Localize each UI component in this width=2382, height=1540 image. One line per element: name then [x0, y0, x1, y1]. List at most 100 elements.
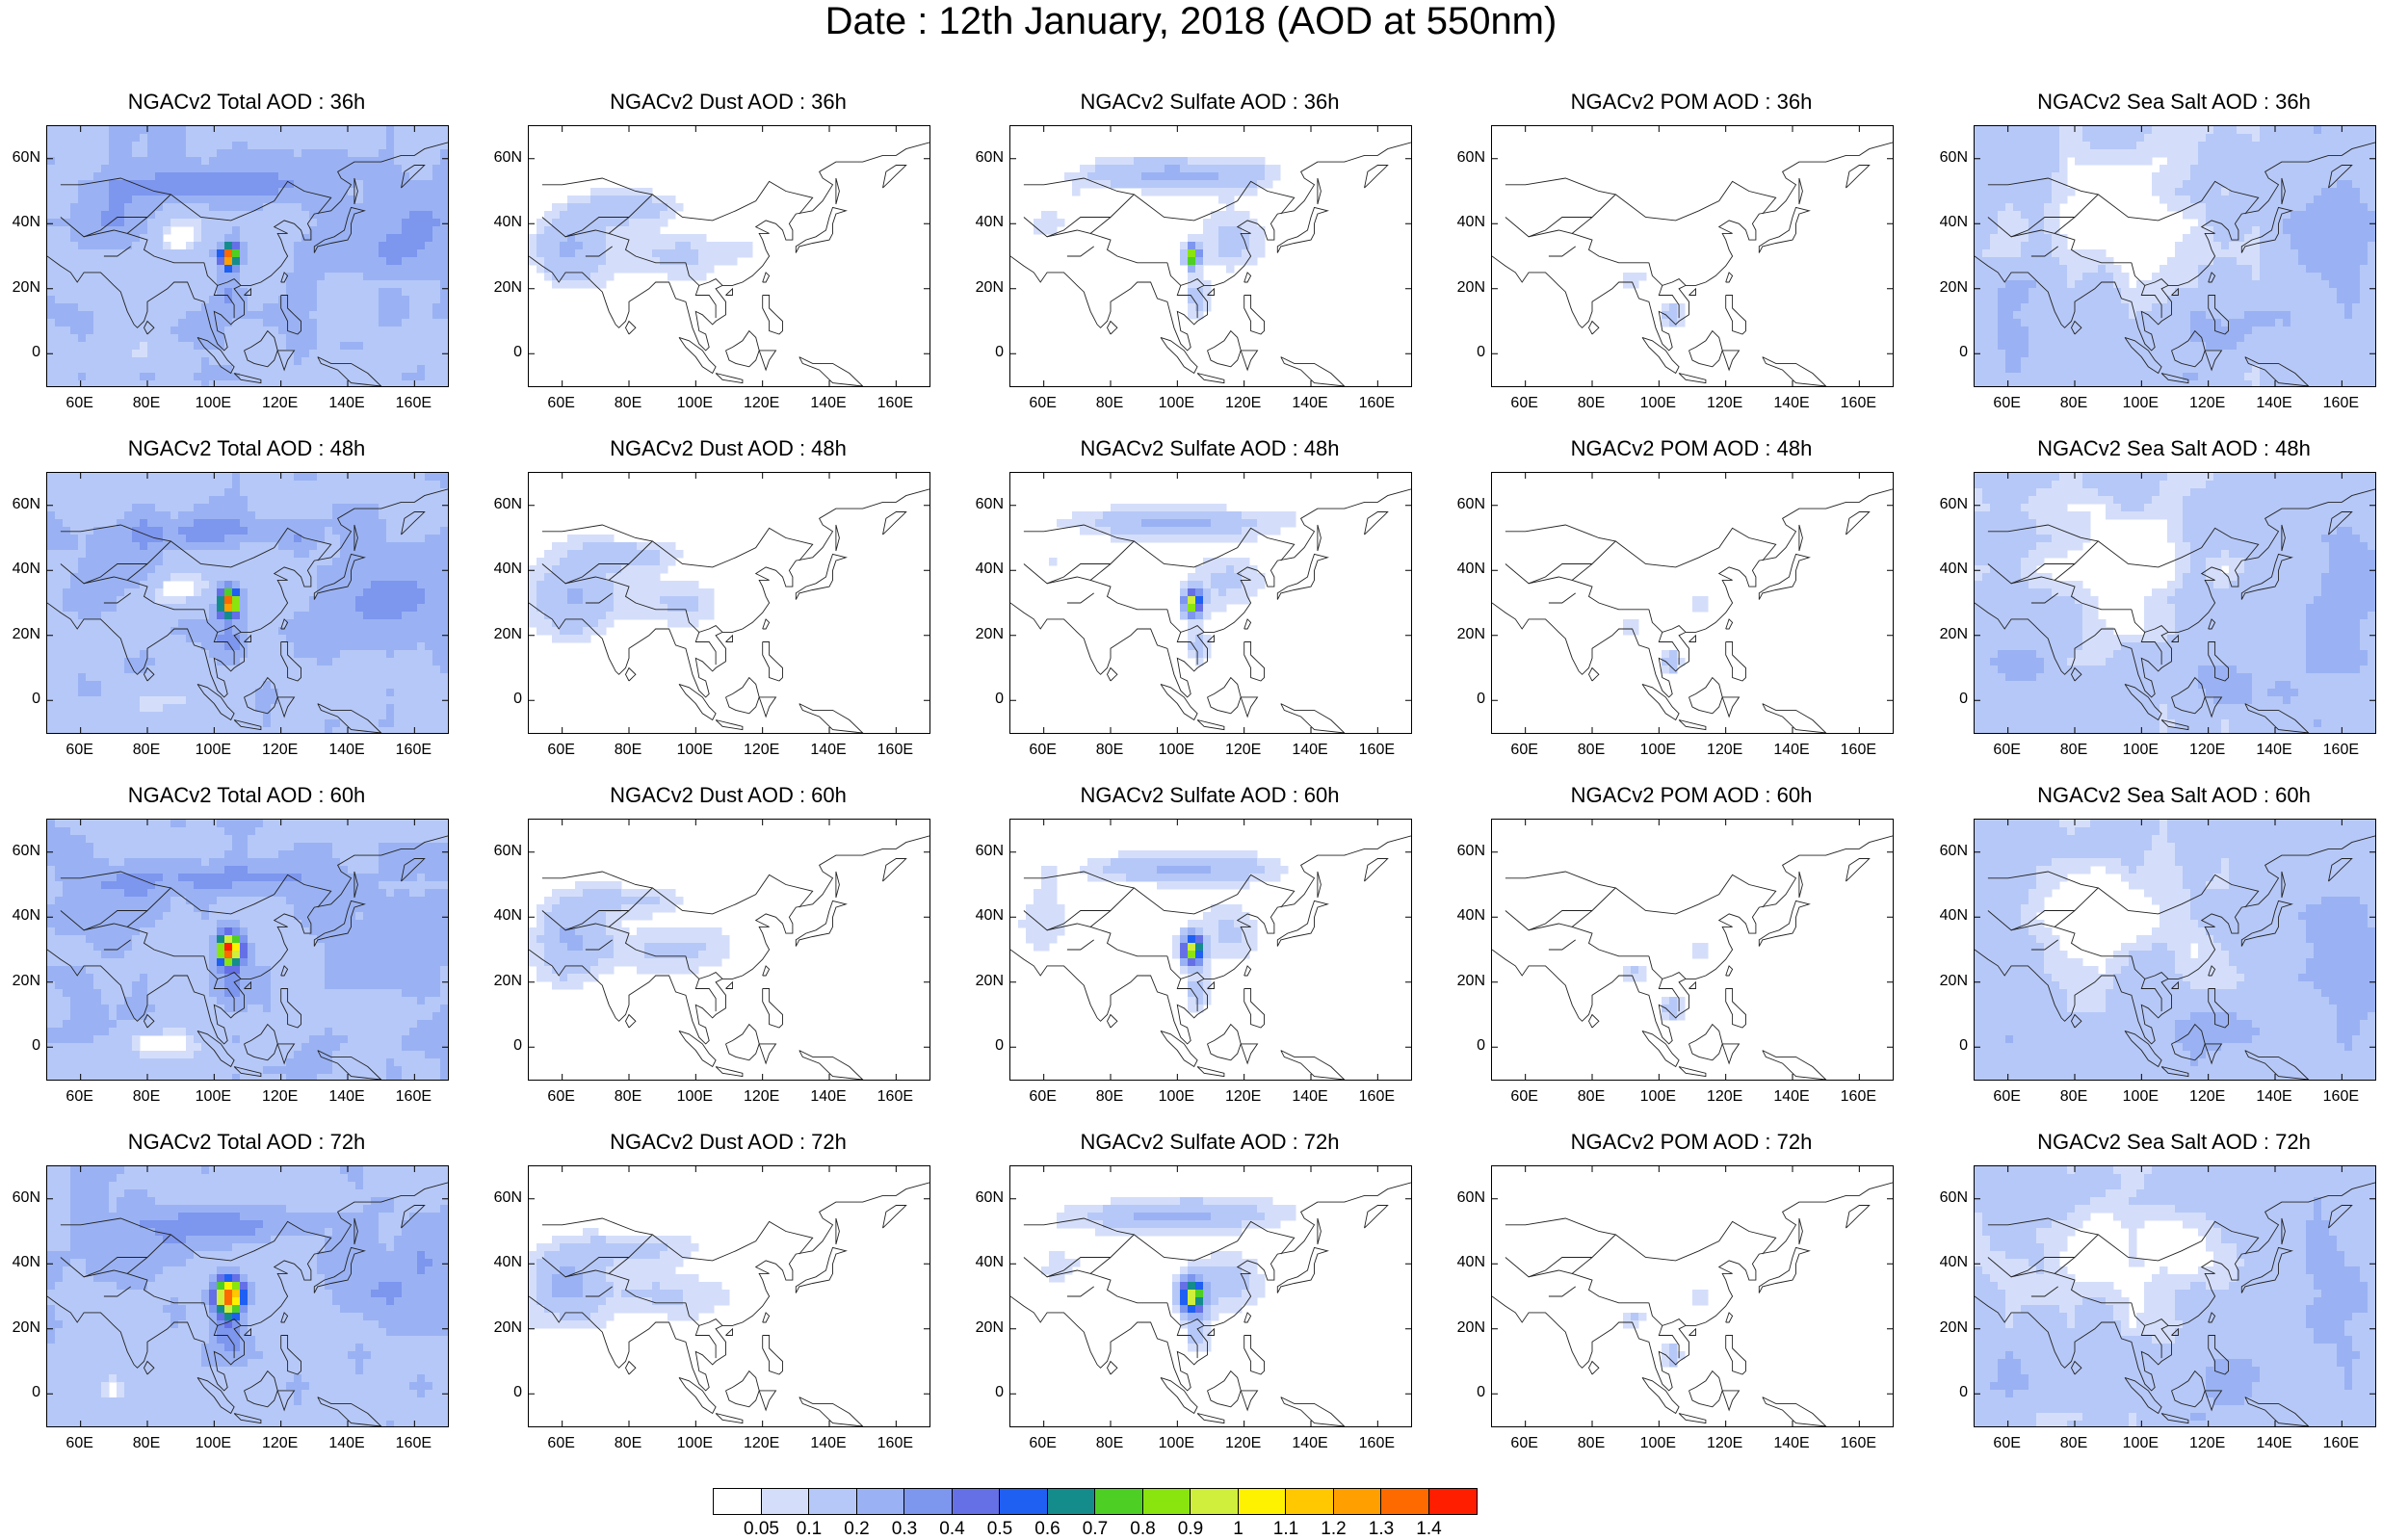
aod-cell	[101, 565, 110, 574]
aod-cell	[155, 511, 164, 520]
aod-cell	[147, 558, 156, 566]
aod-cell	[440, 165, 448, 173]
aod-cell	[402, 496, 410, 505]
aod-cell	[286, 188, 295, 196]
aod-cell	[263, 242, 272, 250]
aod-cell	[425, 496, 433, 505]
aod-cell	[2306, 211, 2315, 220]
aod-cell	[2360, 273, 2369, 281]
aod-cell	[178, 180, 187, 189]
aod-cell	[2244, 226, 2253, 235]
aod-cell	[332, 519, 341, 528]
aod-cell	[745, 249, 753, 258]
aod-cell	[2360, 380, 2369, 386]
aod-cell	[2044, 350, 2053, 358]
aod-cell	[2175, 342, 2184, 351]
coastline	[763, 296, 783, 335]
aod-cell	[170, 373, 179, 381]
aod-cell	[2237, 157, 2245, 166]
aod-cell	[598, 257, 607, 266]
aod-cell	[2106, 265, 2114, 274]
aod-cell	[371, 342, 380, 351]
aod-cell	[224, 126, 233, 135]
aod-cell	[2198, 257, 2207, 266]
aod-cell	[1982, 357, 1991, 366]
aod-cell	[386, 257, 395, 266]
aod-cell	[101, 334, 110, 343]
aod-cell	[1180, 157, 1189, 166]
aod-cell	[2368, 219, 2375, 227]
aod-cell	[1998, 126, 2006, 135]
aod-cell	[201, 126, 210, 135]
aod-cell	[248, 319, 256, 327]
aod-cell	[309, 188, 318, 196]
aod-cell	[2344, 249, 2353, 258]
aod-cell	[240, 265, 249, 274]
aod-cell	[178, 165, 187, 173]
aod-cell	[2283, 265, 2291, 274]
aod-cell	[379, 203, 387, 212]
aod-cell	[409, 288, 418, 297]
aod-cell	[209, 357, 218, 366]
aod-cell	[170, 165, 179, 173]
aod-cell	[170, 350, 179, 358]
aod-cell	[232, 504, 241, 512]
aod-cell	[155, 596, 164, 605]
aod-cell	[2368, 211, 2375, 220]
aod-cell	[2152, 319, 2160, 327]
aod-cell	[309, 573, 318, 582]
aod-cell	[1975, 234, 1983, 243]
aod-cell	[606, 265, 615, 274]
aod-cell	[2298, 334, 2307, 343]
aod-cell	[163, 203, 171, 212]
aod-cell	[1188, 188, 1196, 196]
aod-cell	[402, 311, 410, 320]
aod-cell	[124, 535, 133, 543]
aod-cell	[224, 311, 233, 320]
aod-cell	[278, 196, 287, 204]
aod-cell	[409, 211, 418, 220]
aod-cell	[2183, 365, 2191, 374]
aod-cell	[379, 573, 387, 582]
aod-cell	[425, 581, 433, 589]
aod-cell	[394, 311, 403, 320]
aod-cell	[132, 165, 141, 173]
aod-cell	[1049, 211, 1058, 220]
aod-cell	[2144, 373, 2153, 381]
aod-cell	[432, 496, 441, 505]
aod-cell	[263, 542, 272, 551]
aod-cell	[47, 342, 56, 351]
aod-cell	[2059, 142, 2068, 150]
aod-cell	[309, 273, 318, 281]
aod-cell	[286, 373, 295, 381]
aod-cell	[93, 280, 102, 289]
aod-cell	[1211, 226, 1219, 235]
aod-cell	[178, 311, 187, 320]
aod-cell	[2244, 365, 2253, 374]
aod-cell	[1226, 257, 1235, 266]
aod-cell	[2337, 149, 2345, 158]
aod-cell	[1272, 172, 1281, 181]
aod-cell	[1257, 157, 1266, 166]
aod-cell	[2121, 273, 2130, 281]
aod-cell	[170, 342, 179, 351]
aod-cell	[2082, 311, 2091, 320]
aod-cell	[363, 488, 372, 497]
aod-cell	[2075, 365, 2083, 374]
aod-cell	[93, 265, 102, 274]
aod-cell	[379, 527, 387, 535]
aod-cell	[2121, 357, 2130, 366]
aod-cell	[1134, 172, 1142, 181]
aod-cell	[155, 342, 164, 351]
aod-cell	[432, 588, 441, 597]
aod-cell	[425, 257, 433, 266]
aod-cell	[1975, 326, 1983, 335]
aod-cell	[86, 273, 94, 281]
aod-cell	[101, 303, 110, 312]
aod-cell	[132, 596, 141, 605]
aod-cell	[263, 380, 272, 386]
aod-cell	[2013, 288, 2022, 297]
aod-cell	[425, 280, 433, 289]
aod-cell	[140, 473, 148, 482]
aod-cell	[255, 265, 264, 274]
